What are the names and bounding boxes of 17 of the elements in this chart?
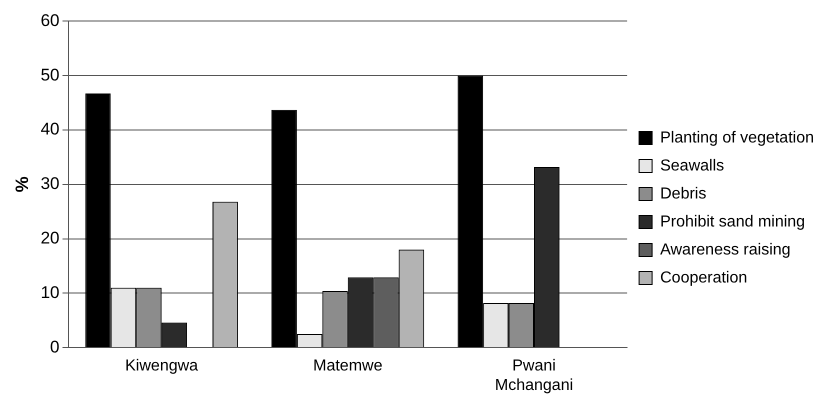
legend-label: Prohibit sand mining — [660, 213, 806, 230]
y-axis-title: % — [12, 176, 32, 192]
y-tick-label: 40 — [40, 120, 60, 139]
y-tick-label: 20 — [40, 228, 60, 248]
legend-label: Cooperation — [660, 269, 748, 286]
x-tick-label: Kiwengwa — [125, 358, 198, 375]
y-tick-label: 60 — [40, 10, 60, 30]
legend-label: Awareness raising — [660, 241, 791, 258]
legend-label: Debris — [660, 185, 706, 202]
x-tick-label: Matemwe — [313, 358, 383, 375]
x-tick-label: Pwani Mchangani — [494, 358, 574, 394]
y-tick-label: 50 — [40, 65, 60, 84]
y-tick-label: 30 — [40, 174, 60, 194]
legend-label: Planting of vegetation — [660, 129, 814, 146]
y-tick-label: 10 — [40, 282, 60, 302]
legend-label: Seawalls — [660, 157, 724, 174]
y-tick-label: 0 — [50, 337, 60, 356]
